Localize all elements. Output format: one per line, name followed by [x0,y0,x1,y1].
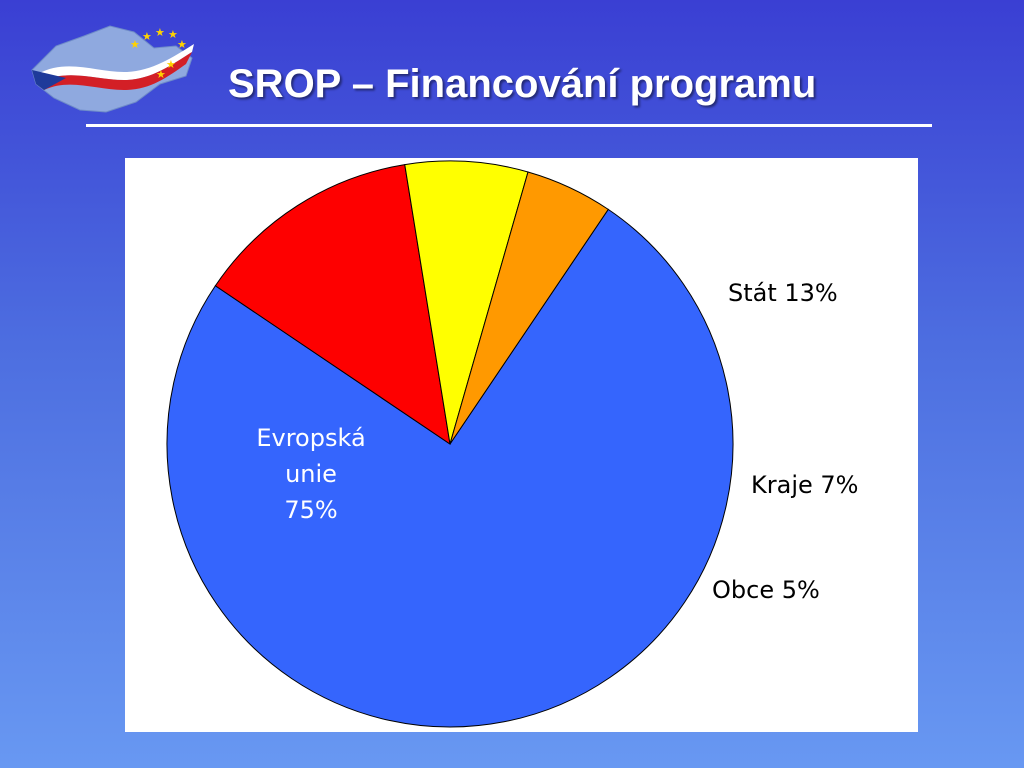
svg-text:★: ★ [142,30,152,43]
slice-label-line: unie [285,460,337,488]
svg-text:★: ★ [155,26,165,39]
pie-slice-3 [404,160,529,445]
pie-chart: Evropská unie 75% Stát 13% Kraje 7% Obce 5% [166,160,858,728]
title-divider [86,124,932,127]
slice-label-1: Evropská unie 75% [256,424,365,524]
svg-text:★: ★ [130,38,140,51]
czech-eu-map-logo-icon: ★ ★ ★ ★ ★ ★ ★ [31,25,194,113]
svg-text:★: ★ [156,68,166,81]
slice-label-line: Obce 5% [712,576,820,604]
flag-red-stripe [40,52,192,90]
eu-stars-icon: ★ ★ ★ ★ ★ ★ ★ [130,26,187,81]
pie-slice-4 [449,171,609,445]
chart-panel: Evropská unie 75% Stát 13% Kraje 7% Obce 5% [125,158,918,732]
svg-text:★: ★ [177,38,187,51]
pie-slice-1 [166,208,734,728]
slice-label-3: Kraje 7% [751,471,858,499]
svg-text:★: ★ [168,28,178,41]
flag-blue-wedge [32,70,66,90]
svg-text:★: ★ [166,58,176,71]
slide-title: SROP – Financování programu [228,62,817,106]
slice-label-2: Stát 13% [728,279,838,307]
slice-label-line: Evropská [256,424,365,452]
slice-label-line: Stát 13% [728,279,838,307]
pie-slice-2 [214,164,451,446]
slice-label-4: Obce 5% [712,576,820,604]
map-silhouette [31,25,193,113]
slice-label-line: 75% [284,496,337,524]
flag-white-stripe [38,44,194,82]
slice-label-line: Kraje 7% [751,471,858,499]
